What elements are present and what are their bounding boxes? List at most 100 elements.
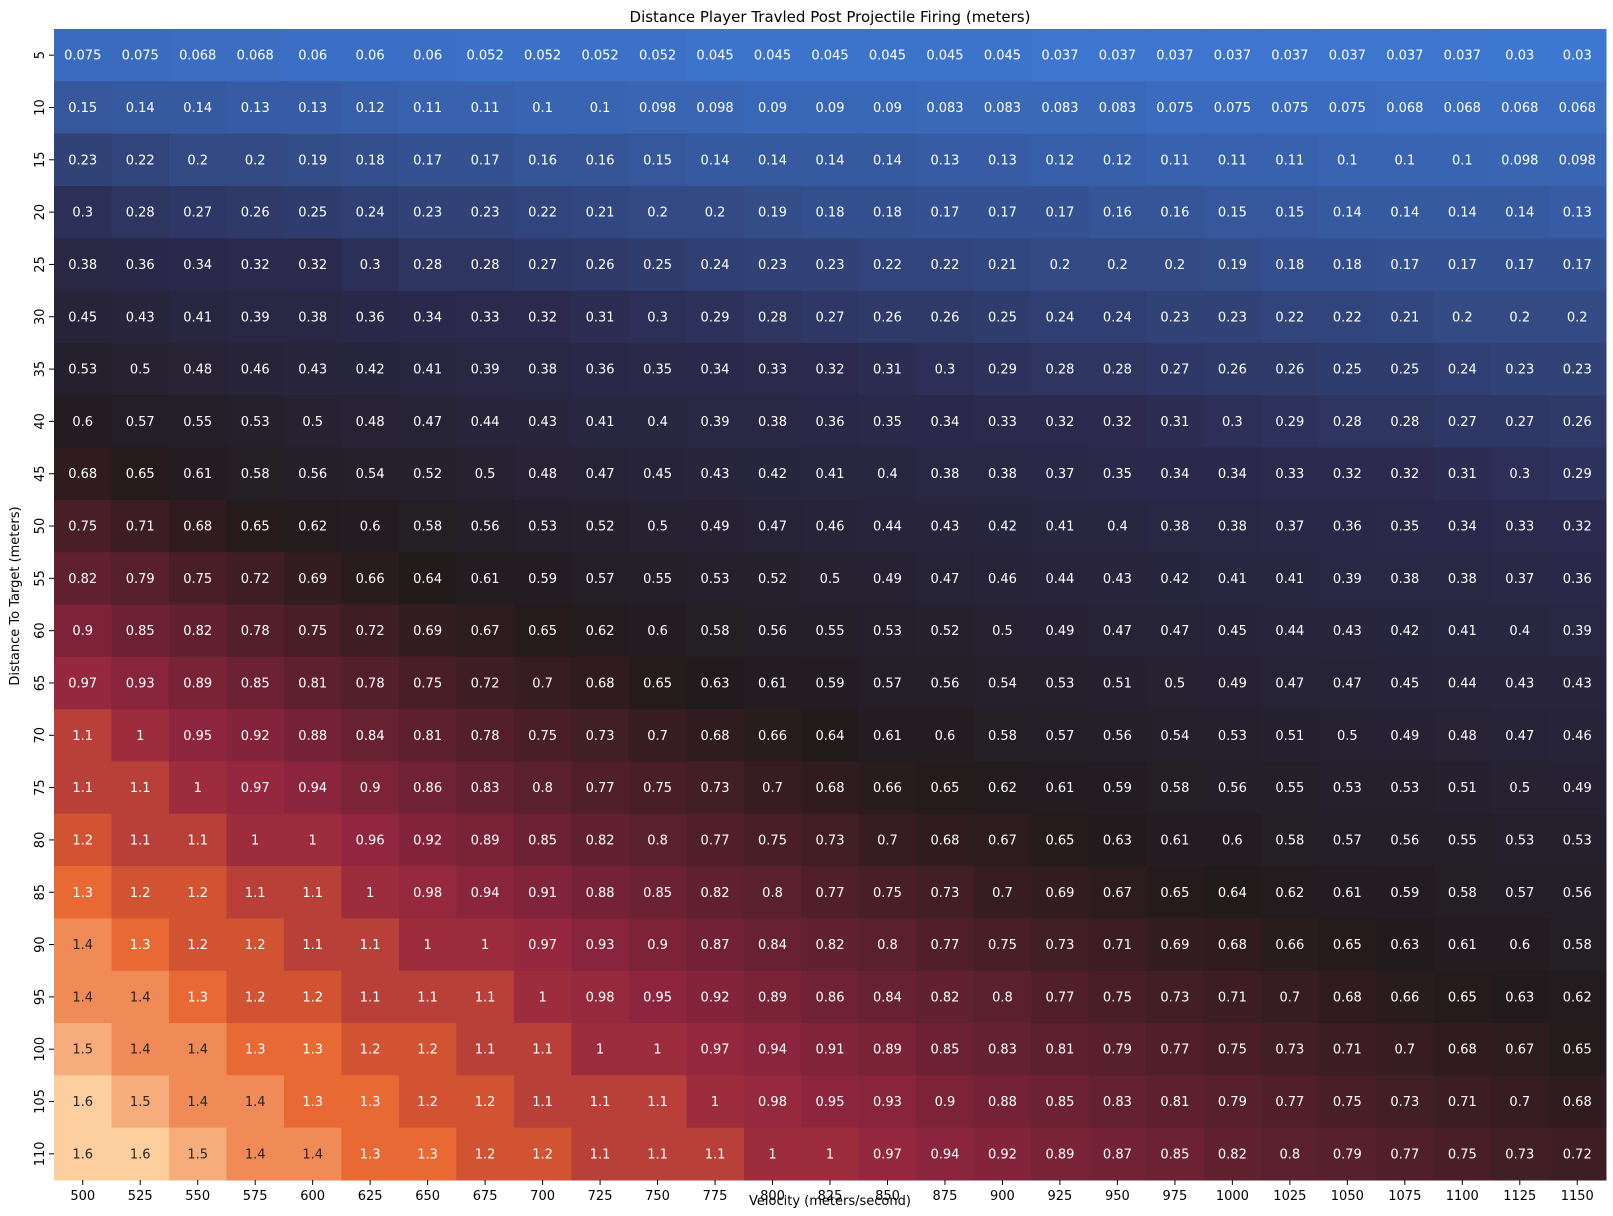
cell-value-label: 0.72 — [1563, 1147, 1592, 1162]
heatmap-cell — [283, 185, 342, 239]
cell-value-label: 0.89 — [183, 676, 212, 691]
heatmap-cell — [168, 604, 227, 658]
heatmap-cell — [916, 290, 975, 344]
heatmap-cell — [456, 499, 515, 553]
heatmap-cell — [513, 447, 572, 501]
cell-value-label: 0.19 — [298, 153, 327, 168]
heatmap-cell — [54, 238, 112, 292]
cell-value-label: 0.44 — [471, 415, 500, 430]
heatmap-cell — [513, 709, 572, 762]
cell-value-label: 1.1 — [245, 886, 266, 901]
heatmap-cell — [1376, 81, 1435, 135]
y-tick-label: 10 — [33, 99, 48, 116]
cell-value-label: 0.55 — [816, 624, 845, 639]
heatmap-cell — [1433, 761, 1492, 815]
heatmap-cell — [1203, 499, 1262, 553]
heatmap-cell — [1376, 238, 1435, 292]
heatmap-cell — [398, 133, 457, 187]
heatmap-cell — [858, 656, 917, 710]
cell-value-label: 0.39 — [701, 415, 730, 430]
cell-value-label: 0.67 — [988, 833, 1017, 848]
heatmap-cell — [513, 499, 572, 553]
cell-value-label: 0.4 — [1107, 520, 1128, 535]
heatmap-cell — [398, 761, 457, 815]
heatmap-cell — [1376, 447, 1435, 501]
cell-value-label: 0.48 — [183, 363, 212, 378]
heatmap-cell — [513, 133, 572, 187]
cell-value-label: 0.82 — [68, 572, 97, 587]
cell-value-label: 0.75 — [1218, 1043, 1247, 1058]
cell-value-label: 0.75 — [643, 781, 672, 796]
heatmap-cell — [1491, 1023, 1550, 1076]
heatmap-cell — [1088, 1023, 1147, 1076]
heatmap-cell — [1548, 185, 1607, 239]
cell-value-label: 0.66 — [873, 781, 902, 796]
cell-value-label: 0.41 — [183, 310, 212, 325]
heatmap-cell — [226, 81, 285, 135]
heatmap-cell — [456, 447, 515, 501]
heatmap-cell — [571, 133, 630, 187]
cell-value-label: 0.61 — [1448, 938, 1477, 953]
heatmap-cell — [341, 604, 400, 658]
cell-value-label: 0.73 — [586, 729, 615, 744]
cell-value-label: 0.23 — [816, 258, 845, 273]
cell-value-label: 0.84 — [758, 938, 787, 953]
heatmap-cell — [858, 185, 917, 239]
heatmap-cell — [858, 447, 917, 501]
cell-value-label: 0.66 — [356, 572, 385, 587]
cell-value-label: 0.25 — [988, 310, 1017, 325]
cell-value-label: 0.98 — [586, 990, 615, 1005]
cell-value-label: 0.39 — [1333, 572, 1362, 587]
cell-value-label: 0.49 — [1563, 781, 1592, 796]
heatmap-cell — [1031, 656, 1090, 710]
cell-value-label: 0.42 — [356, 363, 385, 378]
cell-value-label: 0.14 — [1390, 206, 1419, 221]
heatmap-cell — [628, 447, 687, 501]
cell-value-label: 0.97 — [241, 781, 270, 796]
heatmap-cell — [283, 761, 342, 815]
heatmap-cell — [111, 552, 170, 605]
cell-value-label: 0.57 — [126, 415, 155, 430]
cell-value-label: 0.95 — [816, 1095, 845, 1110]
cell-value-label: 0.75 — [988, 938, 1017, 953]
heatmap-cell — [973, 918, 1032, 972]
cell-value-label: 0.14 — [1448, 206, 1477, 221]
heatmap-cell — [1031, 1127, 1090, 1181]
heatmap-cell — [858, 81, 917, 135]
cell-value-label: 1.1 — [475, 1043, 496, 1058]
heatmap-cell — [686, 813, 745, 867]
heatmap-cell — [1261, 709, 1320, 762]
heatmap-cell — [398, 238, 457, 292]
cell-value-label: 0.045 — [754, 49, 791, 64]
heatmap-cell — [1203, 1075, 1262, 1129]
cell-value-label: 0.22 — [1333, 310, 1362, 325]
cell-value-label: 0.68 — [1448, 1043, 1477, 1058]
cell-value-label: 0.77 — [930, 938, 959, 953]
heatmap-cell — [858, 552, 917, 605]
cell-value-label: 0.62 — [988, 781, 1017, 796]
heatmap-cell — [858, 290, 917, 344]
heatmap-cell — [571, 1023, 630, 1076]
heatmap-cell — [168, 133, 227, 187]
cell-value-label: 0.71 — [1218, 990, 1247, 1005]
cell-value-label: 0.82 — [930, 990, 959, 1005]
cell-value-label: 0.36 — [586, 363, 615, 378]
cell-value-label: 0.53 — [873, 624, 902, 639]
cell-value-label: 1.3 — [130, 938, 151, 953]
heatmap-cell — [283, 81, 342, 135]
cell-value-label: 0.22 — [528, 206, 557, 221]
cell-value-label: 0.89 — [1045, 1147, 1074, 1162]
cell-value-label: 0.7 — [1509, 1095, 1530, 1110]
heatmap-cell — [398, 447, 457, 501]
heatmap-cell — [1376, 604, 1435, 658]
cell-value-label: 0.77 — [1275, 1095, 1304, 1110]
x-tick-label: 600 — [300, 1189, 325, 1204]
heatmap-cell — [973, 1127, 1032, 1181]
cell-value-label: 1 — [481, 938, 489, 953]
y-tick-label: 20 — [33, 204, 48, 221]
cell-value-label: 0.61 — [1333, 886, 1362, 901]
cell-value-label: 0.2 — [245, 153, 266, 168]
heatmap-cell — [973, 499, 1032, 553]
cell-value-label: 0.1 — [1452, 153, 1473, 168]
cell-value-label: 0.56 — [1390, 833, 1419, 848]
